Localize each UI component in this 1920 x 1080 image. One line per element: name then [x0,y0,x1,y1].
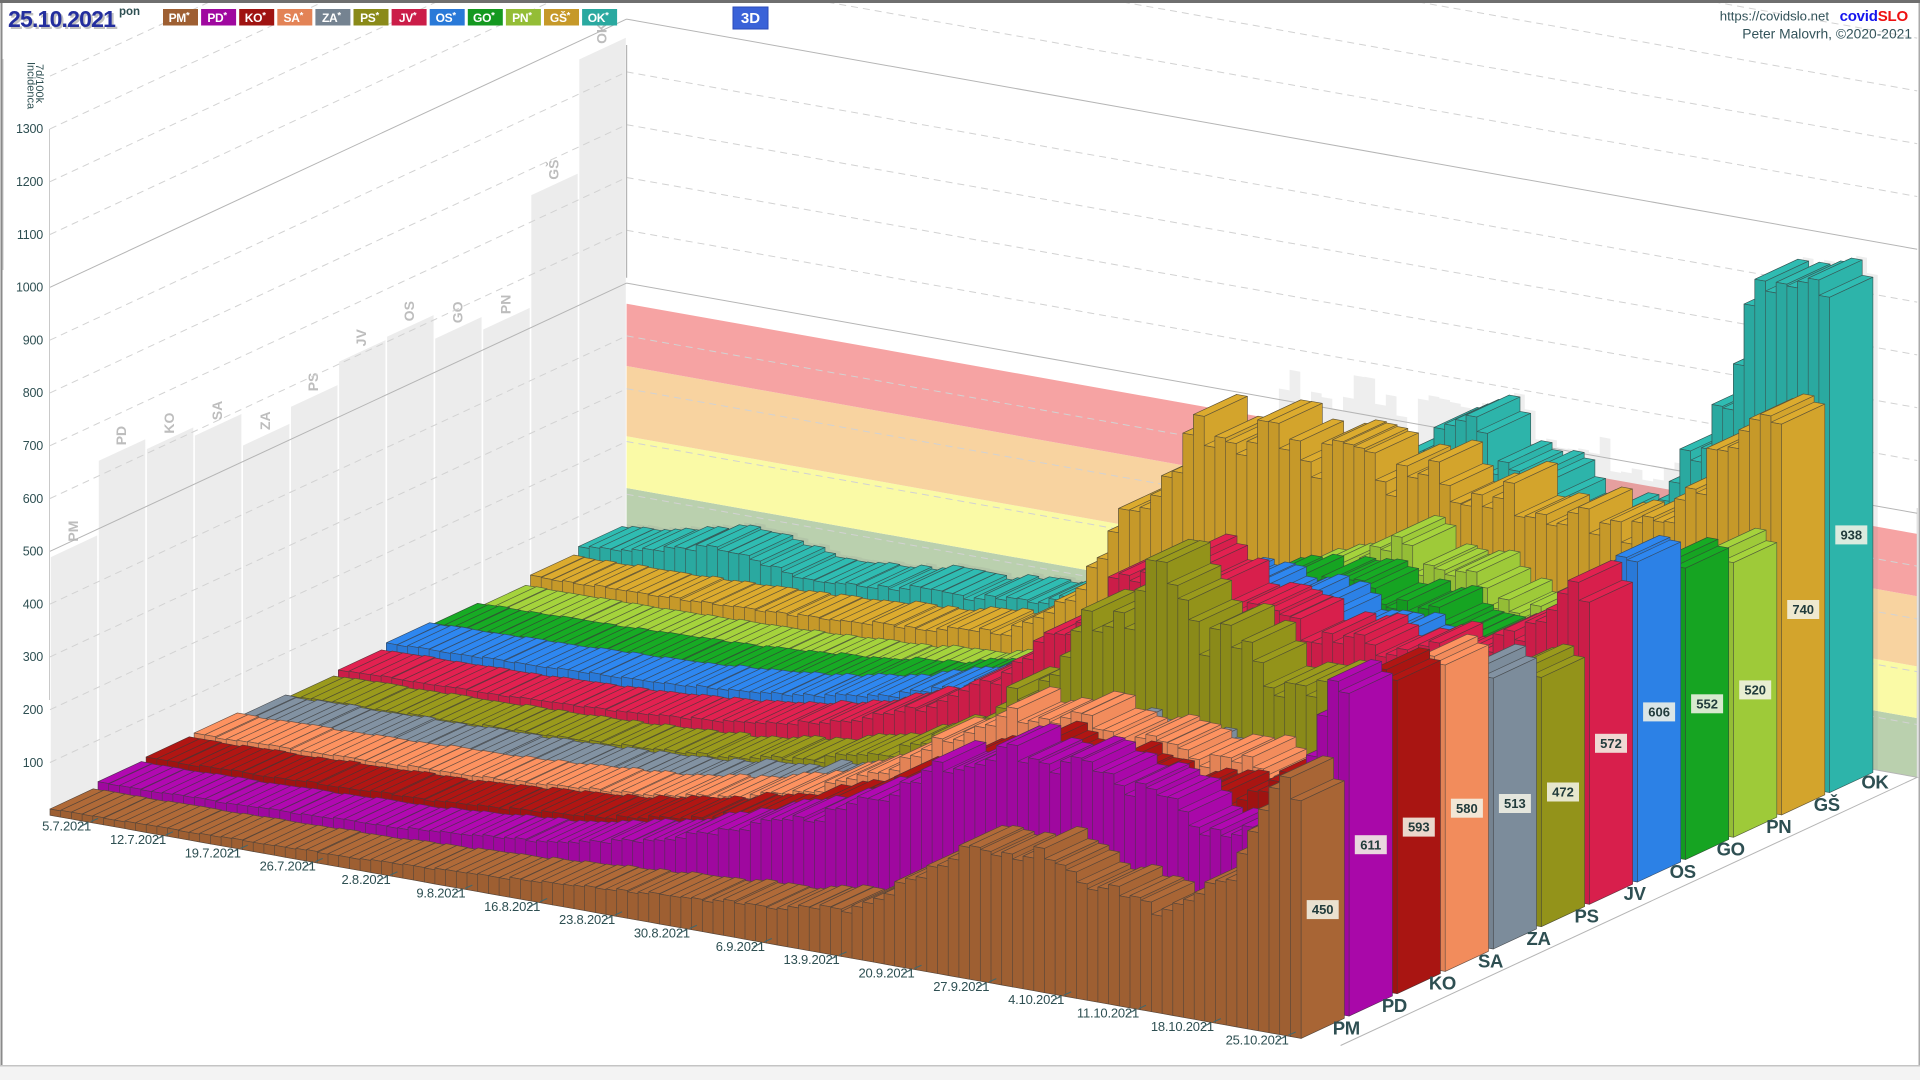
svg-text:OS: OS [1670,861,1696,882]
svg-text:600: 600 [23,492,44,506]
svg-text:pon: pon [119,6,140,18]
svg-text:19.7.2021: 19.7.2021 [185,845,241,860]
svg-text:ZA: ZA [1526,928,1550,949]
svg-text:JV: JV [353,329,369,347]
svg-text:KO: KO [161,412,177,433]
svg-text:KO: KO [1429,973,1456,994]
svg-text:513: 513 [1504,796,1526,811]
svg-text:25.10.2021: 25.10.2021 [10,8,118,34]
svg-text:GO*: GO* [473,11,495,26]
svg-text:200: 200 [23,703,44,717]
svg-text:472: 472 [1552,785,1574,800]
svg-text:12.7.2021: 12.7.2021 [110,832,166,847]
svg-text:2.8.2021: 2.8.2021 [341,872,390,887]
svg-text:SA: SA [209,401,225,420]
svg-text:JV*: JV* [399,11,417,26]
svg-text:OK: OK [593,23,609,44]
svg-text:PM: PM [1333,1017,1360,1038]
svg-text:800: 800 [23,386,44,400]
svg-text:PD*: PD* [207,11,227,26]
svg-text:27.9.2021: 27.9.2021 [933,979,989,994]
svg-text:552: 552 [1696,696,1718,711]
svg-text:4.10.2021: 4.10.2021 [1008,992,1064,1007]
svg-text:GŠ: GŠ [1814,794,1840,815]
svg-text:GŠ*: GŠ* [550,10,571,25]
svg-text:PN: PN [1766,816,1791,837]
svg-text:572: 572 [1600,736,1622,751]
svg-text:450: 450 [1312,902,1334,917]
svg-text:JV: JV [1624,883,1647,904]
svg-text:23.8.2021: 23.8.2021 [559,912,615,927]
svg-text:covidSLO: covidSLO [1840,8,1909,25]
svg-text:PS: PS [305,373,321,392]
svg-text:PS: PS [1575,906,1599,927]
svg-text:100: 100 [23,756,44,770]
svg-text:GO: GO [449,301,465,323]
svg-text:PD: PD [1382,995,1407,1016]
svg-text:20.9.2021: 20.9.2021 [858,966,914,981]
svg-text:PD: PD [113,426,129,445]
svg-text:400: 400 [23,597,44,611]
svg-text:1100: 1100 [17,228,43,242]
svg-text:16.8.2021: 16.8.2021 [484,899,540,914]
svg-text:300: 300 [23,650,44,664]
svg-text:25.10.2021: 25.10.2021 [1226,1032,1289,1047]
svg-text:500: 500 [23,545,44,559]
svg-text:700: 700 [23,439,44,453]
svg-text:PM: PM [65,521,81,542]
svg-text:9.8.2021: 9.8.2021 [416,885,465,900]
svg-text:593: 593 [1408,820,1430,835]
svg-text:ZA*: ZA* [322,11,341,26]
svg-text:938: 938 [1840,528,1862,543]
svg-text:26.7.2021: 26.7.2021 [260,859,316,874]
svg-text:OK*: OK* [588,11,609,26]
svg-text:740: 740 [1792,602,1814,617]
svg-text:OS: OS [401,301,417,321]
svg-text:https://covidslo.net: https://covidslo.net [1720,9,1830,24]
svg-text:900: 900 [23,333,44,347]
svg-text:3D: 3D [741,10,760,27]
svg-text:Peter Malovrh, ©2020-2021: Peter Malovrh, ©2020-2021 [1742,27,1912,42]
svg-text:ZA: ZA [257,411,273,430]
svg-text:KO*: KO* [245,11,266,26]
svg-text:1300: 1300 [16,122,43,136]
svg-text:606: 606 [1648,705,1670,720]
svg-text:18.10.2021: 18.10.2021 [1151,1019,1214,1034]
svg-text:SA*: SA* [284,11,304,26]
svg-text:611: 611 [1360,837,1381,852]
svg-text:7d/100k: 7d/100k [33,64,45,104]
svg-text:PN: PN [497,295,513,314]
svg-text:GŠ: GŠ [544,160,561,180]
svg-text:PS*: PS* [360,11,379,26]
svg-text:GO: GO [1717,839,1745,860]
svg-text:13.9.2021: 13.9.2021 [784,952,840,967]
svg-text:520: 520 [1744,683,1766,698]
svg-text:PM*: PM* [169,11,190,26]
svg-text:5.7.2021: 5.7.2021 [42,819,91,834]
svg-text:OS*: OS* [436,11,457,26]
svg-text:6.9.2021: 6.9.2021 [716,939,765,954]
svg-text:30.8.2021: 30.8.2021 [634,926,690,941]
svg-text:580: 580 [1456,801,1478,816]
svg-text:PN*: PN* [512,11,532,26]
svg-text:11.10.2021: 11.10.2021 [1077,1006,1139,1021]
svg-text:1000: 1000 [16,281,43,295]
svg-text:25.10.2021: 25.10.2021 [8,6,116,32]
svg-text:SA: SA [1478,950,1503,971]
svg-text:Incidenca: Incidenca [25,62,37,110]
svg-text:OK: OK [1861,772,1889,793]
svg-text:1200: 1200 [16,175,43,189]
